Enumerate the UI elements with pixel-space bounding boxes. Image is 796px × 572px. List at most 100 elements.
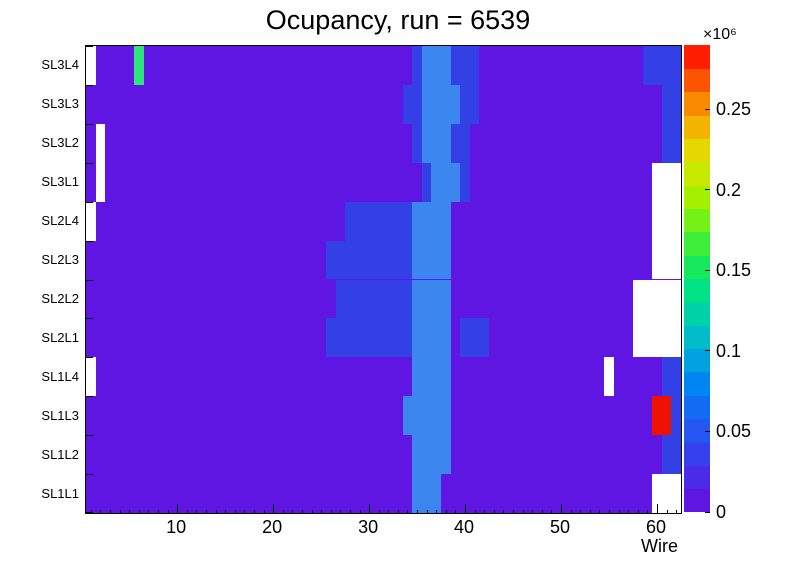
colorbar-band xyxy=(684,371,710,396)
x-axis-tick-label-60: 60 xyxy=(645,517,667,537)
y-axis-tick xyxy=(86,474,93,476)
colorbar-band xyxy=(684,45,710,69)
x-axis-minor-tick xyxy=(378,510,380,513)
heatmap-region-sl1l2-w35 xyxy=(412,435,451,475)
x-axis-minor-tick xyxy=(282,510,284,513)
y-axis-label-sl2l1: SL2L1 xyxy=(41,329,79,345)
x-axis-minor-tick xyxy=(148,510,150,513)
colorbar-band xyxy=(684,325,710,350)
x-axis-minor-tick xyxy=(292,510,294,513)
heatmap-region-sl1l4-w61 xyxy=(661,357,681,397)
x-axis-minor-tick xyxy=(436,510,438,513)
x-axis-minor-tick xyxy=(532,510,534,513)
x-axis-title: Wire xyxy=(641,536,678,556)
heatmap-region-sl3l2-w61 xyxy=(661,123,681,163)
colorbar-band xyxy=(684,185,710,210)
y-axis-label-sl1l4: SL1L4 xyxy=(41,368,79,384)
x-axis-minor-tick xyxy=(484,510,486,513)
x-axis-minor-tick xyxy=(186,510,188,513)
z-axis-tick-label-0.1: 0.1 xyxy=(716,340,742,361)
x-axis-major-tick xyxy=(657,504,658,513)
x-axis-minor-tick xyxy=(225,510,227,513)
colorbar-band xyxy=(684,395,710,420)
heatmap-region-sl2l4-w1 xyxy=(86,201,96,241)
x-axis-minor-tick xyxy=(513,510,515,513)
colorbar-band xyxy=(684,161,710,186)
y-axis-label-sl3l2: SL3L2 xyxy=(41,135,79,151)
heatmap-region-sl3l1-w37 xyxy=(431,162,461,202)
x-axis-tick-label-20: 20 xyxy=(262,517,283,537)
heatmap-region-sl2l1-w26 xyxy=(325,318,413,358)
y-axis-label-sl3l3: SL3L3 xyxy=(41,96,79,112)
y-axis-tick xyxy=(86,435,93,437)
x-axis-minor-tick xyxy=(311,510,313,513)
x-axis-major-tick xyxy=(177,504,179,513)
x-axis-minor-tick xyxy=(205,510,207,513)
y-axis-label-sl1l3: SL1L3 xyxy=(41,407,79,423)
x-axis-major-tick xyxy=(273,504,275,513)
heatmap-region-sl1l3-w60 xyxy=(652,396,672,436)
z-axis-tick-label-0.05: 0.05 xyxy=(716,421,752,442)
x-axis-minor-tick xyxy=(589,510,591,513)
x-axis-minor-tick xyxy=(609,510,611,513)
chart-title: Ocupancy, run = 6539 xyxy=(265,5,531,35)
x-axis-minor-tick xyxy=(321,510,323,513)
z-axis-tick xyxy=(705,350,710,352)
x-axis-minor-tick xyxy=(445,510,447,513)
z-axis-tick xyxy=(705,189,710,191)
x-axis-minor-tick xyxy=(676,510,678,513)
x-axis-minor-tick xyxy=(359,510,361,513)
y-axis-tick xyxy=(86,318,93,320)
y-axis-label-sl2l4: SL2L4 xyxy=(41,213,79,229)
x-axis-minor-tick xyxy=(129,510,131,513)
x-axis-minor-tick xyxy=(503,510,505,513)
x-axis-minor-tick xyxy=(100,510,102,513)
colorbar-band xyxy=(684,418,710,443)
colorbar-band xyxy=(684,91,710,116)
y-axis-label-sl3l4: SL3L4 xyxy=(41,57,79,73)
x-axis-minor-tick xyxy=(570,510,572,513)
heatmap-region-sl2l1-w40 xyxy=(460,318,490,358)
x-axis-tick-label-30: 30 xyxy=(358,517,379,537)
colorbar-band xyxy=(684,68,710,93)
x-axis-tick-label-40: 40 xyxy=(454,517,475,537)
x-axis-minor-tick xyxy=(541,510,543,513)
x-axis-major-tick xyxy=(465,504,467,513)
y-axis-tick xyxy=(86,279,93,281)
colorbar xyxy=(684,45,710,512)
colorbar-band xyxy=(684,208,710,233)
y-axis-label-sl1l1: SL1L1 xyxy=(41,485,79,501)
x-axis-minor-tick xyxy=(599,510,601,513)
heatmap-region-sl1l4-w55 xyxy=(604,357,614,397)
y-axis-tick xyxy=(86,396,93,398)
heatmap-region-sl2l1-w58 xyxy=(633,318,681,358)
heatmap-region-sl2l4-w28 xyxy=(345,201,413,241)
z-axis-tick xyxy=(705,511,710,513)
y-axis-tick xyxy=(86,357,93,359)
x-axis-minor-tick xyxy=(474,510,476,513)
heatmap-region-sl1l4-w35 xyxy=(412,357,451,397)
y-axis-tick xyxy=(86,201,93,203)
z-axis-exponent-label: ×10⁶ xyxy=(703,26,737,43)
colorbar-band xyxy=(684,441,710,466)
x-axis-minor-tick xyxy=(417,510,419,513)
x-axis-tick-label-10: 10 xyxy=(166,517,187,537)
heatmap-region-sl3l4-w59 xyxy=(642,46,681,85)
x-axis-minor-tick xyxy=(215,510,217,513)
x-axis-minor-tick xyxy=(234,510,236,513)
x-axis-minor-tick xyxy=(647,510,649,513)
x-axis-minor-tick xyxy=(455,510,457,513)
heatmap-region-sl3l4-w6 xyxy=(133,46,144,85)
heatmap-region-sl2l2-w35 xyxy=(412,279,451,319)
y-axis-tick xyxy=(86,240,93,242)
x-axis-minor-tick xyxy=(244,510,246,513)
heatmap-region-sl2l4-w35 xyxy=(412,201,451,241)
x-axis-minor-tick xyxy=(330,510,332,513)
x-axis-minor-tick xyxy=(580,510,582,513)
heatmap-region-sl2l1-w35 xyxy=(412,318,451,358)
y-axis-tick xyxy=(86,84,93,86)
z-axis-tick-label-0: 0 xyxy=(716,502,727,522)
heatmap-region-sl2l2-w27 xyxy=(335,279,413,319)
heatmap-region-sl1l3-w34 xyxy=(402,396,451,436)
